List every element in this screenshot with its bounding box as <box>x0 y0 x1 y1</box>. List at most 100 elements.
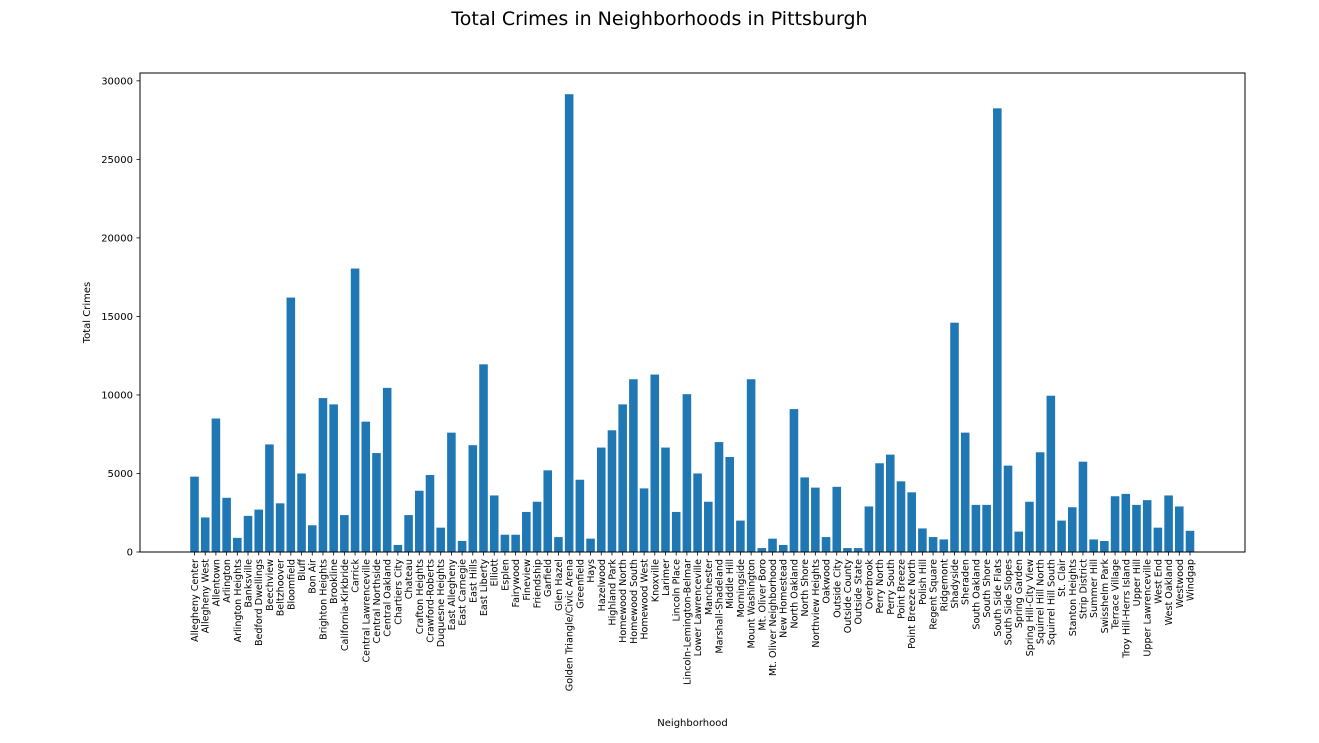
x-tick-label: New Homestead <box>779 559 790 638</box>
x-tick-label: Hazelwood <box>597 559 608 611</box>
x-tick-label: Swisshelm Park <box>1100 559 1111 634</box>
x-tick-label: Marshall-Shadeland <box>715 559 726 654</box>
bar <box>425 475 435 552</box>
bar <box>778 544 788 552</box>
x-tick-label: Strip District <box>1078 559 1089 619</box>
bar <box>1185 530 1195 552</box>
x-tick-label: South Shore <box>982 559 993 618</box>
x-tick-label: Stanton Heights <box>1068 559 1079 636</box>
x-tick-label: Highland Park <box>607 559 618 626</box>
x-tick-label: Overbrook <box>864 559 875 610</box>
bar <box>243 515 253 552</box>
x-tick-label: Outside City <box>832 559 843 618</box>
bar <box>639 488 649 552</box>
x-tick-label: East Hills <box>468 559 479 603</box>
bar <box>629 379 638 552</box>
bar <box>575 479 585 552</box>
x-tick-label: Beltzhoover <box>276 559 287 616</box>
bar <box>1025 501 1034 552</box>
x-tick-label: Westwood <box>1175 559 1186 608</box>
x-tick-label: Central Oakland <box>383 559 394 637</box>
bar <box>479 364 488 552</box>
bar <box>789 409 799 552</box>
bar <box>489 495 499 552</box>
x-tick-label: North Oakland <box>789 559 800 629</box>
bar <box>800 477 809 552</box>
bar <box>960 432 970 552</box>
bar <box>607 430 617 552</box>
bar <box>1153 527 1163 552</box>
bar <box>318 398 328 552</box>
x-tick-label: Upper Lawrenceville <box>1143 559 1154 657</box>
x-tick-label: Summer Hill <box>1089 559 1100 618</box>
bar <box>511 534 520 552</box>
x-tick-label: Bloomfield <box>286 559 297 610</box>
bar <box>275 503 285 552</box>
x-tick-label: Banksville <box>244 559 255 608</box>
x-tick-label: Terrace Village <box>1111 559 1122 630</box>
x-tick-label: Perry North <box>875 559 886 614</box>
bar <box>297 473 306 552</box>
x-tick-label: Point Breeze North <box>907 559 918 649</box>
x-tick-label: Ridgemont <box>939 559 950 612</box>
x-tick-label: Bluff <box>297 559 308 581</box>
x-tick-label: Perry South <box>886 559 897 615</box>
bar <box>714 442 724 552</box>
bar <box>1121 493 1131 552</box>
x-tick-label: Spring Garden <box>1014 559 1025 628</box>
bar <box>864 506 874 552</box>
x-tick-label: Homewood North <box>618 559 629 643</box>
x-tick-label: Homewood South <box>629 559 640 644</box>
bar <box>586 538 595 552</box>
bar <box>704 501 713 552</box>
bar <box>436 527 445 552</box>
x-tick-label: Arlington Heights <box>233 559 244 642</box>
x-tick-label: Outside County <box>843 559 854 634</box>
bar <box>1164 495 1173 552</box>
bar <box>746 379 756 552</box>
x-tick-label: Point Breeze <box>896 559 907 619</box>
bar <box>811 487 820 552</box>
x-tick-label: Morningside <box>736 559 747 618</box>
x-tick-label: Beechview <box>265 559 276 611</box>
bar <box>457 541 467 552</box>
bar <box>286 297 296 552</box>
x-tick-label: Knoxville <box>650 559 661 602</box>
x-tick-label: Manchester <box>704 559 715 615</box>
bar <box>993 108 1002 553</box>
chart-title: Total Crimes in Neighborhoods in Pittsbu… <box>451 8 868 30</box>
x-tick-label: Squirrel Hill South <box>1046 559 1057 645</box>
bar <box>1067 507 1077 552</box>
bar <box>522 511 531 552</box>
x-tick-label: Fairywood <box>511 559 522 607</box>
x-tick-label: Glen Hazel <box>554 559 565 611</box>
bar <box>1142 500 1152 552</box>
bar <box>875 463 884 552</box>
y-tick-label: 15000 <box>101 312 133 323</box>
y-tick-label: 0 <box>127 548 133 559</box>
bar <box>971 504 981 552</box>
x-tick-label: Hays <box>586 559 597 583</box>
x-tick-label: Spring Hill-City View <box>1025 559 1036 656</box>
bar <box>222 497 231 552</box>
x-tick-label: East Carnegie <box>458 559 469 626</box>
bar <box>821 537 831 552</box>
x-tick-label: Greenfield <box>575 559 586 609</box>
x-tick-label: Regent Square <box>929 559 940 630</box>
bar <box>1014 531 1024 552</box>
y-tick-label: 5000 <box>108 469 133 480</box>
bar <box>361 421 371 552</box>
x-tick-label: Chartiers City <box>393 559 404 625</box>
bar <box>404 515 413 552</box>
x-tick-label: Windgap <box>1186 559 1197 601</box>
bar <box>415 490 424 552</box>
bar <box>1046 395 1056 552</box>
x-tick-label: Northview Heights <box>811 559 822 648</box>
x-tick-label: West End <box>1153 559 1164 604</box>
x-tick-label: Garfield <box>543 559 554 597</box>
x-tick-label: California-Kirkbride <box>340 559 351 651</box>
x-axis-label: Neighborhood <box>657 718 727 729</box>
x-tick-label: Carrick <box>351 559 362 593</box>
x-tick-label: Shadyside <box>950 559 961 609</box>
